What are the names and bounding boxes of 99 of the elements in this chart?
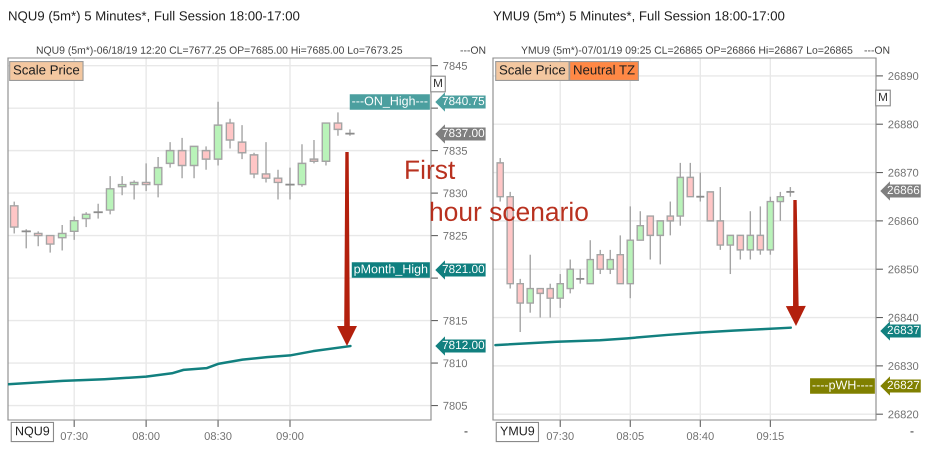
x-tick-label: 08:40 — [686, 432, 714, 440]
y-tick-label: 7835 — [443, 146, 468, 155]
candlestick — [756, 206, 764, 256]
candlestick — [106, 175, 115, 216]
candlestick — [82, 212, 91, 228]
chart-title: NQU9 (5m*) 5 Minutes*, Full Session 18:00-17:00 — [9, 10, 300, 24]
annotation: Scale Price — [500, 64, 566, 75]
y-tick-label: 26850 — [888, 265, 918, 274]
text: YMU9 (5m*)-07/01/19 09:25 CL=26865 OP=26866 Hi=26867 Lo=26865 — [521, 46, 852, 56]
annotation: hour scenario — [430, 202, 588, 222]
candlestick — [736, 234, 744, 260]
candlestick — [202, 146, 210, 170]
text: 7840.75 — [442, 96, 484, 106]
y-tick-label: 7815 — [443, 316, 468, 325]
y-tick-label: 7830 — [443, 189, 468, 198]
annotation: First — [406, 160, 456, 180]
candlestick — [546, 283, 554, 318]
candlestick — [10, 200, 19, 234]
candlestick — [238, 124, 246, 160]
text: NQU9 — [16, 426, 50, 438]
line-series — [8, 344, 352, 386]
y-tick-label: 26830 — [888, 362, 918, 370]
candlestick — [166, 141, 175, 168]
candlestick — [666, 200, 674, 236]
candlestick — [776, 191, 784, 222]
y-tick-label: 26820 — [888, 410, 918, 418]
y-tick-label: 7805 — [443, 402, 468, 410]
x-tick-label: 09:00 — [276, 432, 304, 440]
candlestick — [526, 254, 534, 314]
candlestick — [298, 144, 306, 188]
annotation: Scale Price — [14, 64, 80, 75]
text: NQU9 (5m*)-06/18/19 12:20 CL=7677.25 OP=7685.00 Hi=7685.00 Lo=7673.25 — [36, 46, 402, 56]
candlestick — [70, 216, 79, 241]
candlestick — [516, 278, 524, 333]
candlestick — [334, 112, 342, 136]
y-tick-label: 7825 — [443, 232, 468, 240]
y-tick-label: 26880 — [888, 120, 918, 128]
candlestick — [262, 141, 270, 184]
candlestick — [34, 230, 43, 247]
candlestick — [636, 210, 644, 241]
annotation: pMonth_High — [354, 264, 428, 276]
text: ---ON — [460, 46, 486, 54]
text: - — [464, 431, 468, 432]
candlestick — [576, 268, 584, 284]
y-tick-label: 26870 — [888, 168, 918, 177]
annotation: ---ON_High--- — [352, 96, 428, 108]
y-tick-label: 7845 — [443, 62, 468, 70]
candlestick — [566, 258, 574, 294]
candlestick — [596, 249, 604, 275]
candlestick — [786, 186, 794, 198]
text: 26837 — [888, 326, 920, 334]
candlestick — [656, 220, 664, 266]
candlestick — [726, 234, 734, 275]
candlestick — [190, 146, 198, 179]
annotation: ----pWH---- — [812, 380, 872, 392]
candlestick — [686, 162, 694, 198]
candlestick — [746, 210, 754, 260]
chart-title: YMU9 (5m*) 5 Minutes*, Full Session 18:00-17:00 — [493, 10, 784, 24]
candlestick — [556, 273, 564, 309]
x-tick-label: 09:15 — [756, 432, 784, 440]
y-tick-label: 26860 — [888, 217, 918, 226]
text: 26827 — [888, 380, 920, 390]
candlestick — [130, 180, 139, 200]
candlestick — [118, 175, 127, 196]
candlestick — [46, 234, 55, 254]
text: 7812.00 — [442, 340, 484, 350]
x-tick-label: 08:05 — [616, 432, 644, 440]
y-tick-label: 26840 — [888, 314, 918, 322]
candlestick — [250, 152, 258, 179]
text: 7837.00 — [442, 128, 484, 138]
line-series — [494, 326, 792, 346]
candlestick — [536, 288, 544, 318]
candlestick — [226, 118, 234, 150]
candlestick — [94, 203, 103, 220]
text: M — [434, 78, 442, 88]
annotation: Neutral TZ — [574, 64, 635, 75]
y-tick-label: 7810 — [443, 359, 468, 368]
candlestick — [274, 169, 282, 200]
x-tick-label: 08:00 — [132, 432, 160, 440]
text: 7821.00 — [442, 264, 484, 274]
candlestick — [22, 228, 31, 250]
text: 26866 — [888, 186, 920, 194]
candlestick — [142, 162, 151, 192]
candlestick — [58, 224, 67, 252]
x-tick-label: 07:30 — [60, 432, 88, 440]
candlestick — [310, 139, 318, 164]
candlestick — [285, 166, 295, 200]
candlestick — [606, 249, 614, 275]
y-tick-label: 26890 — [888, 72, 918, 80]
x-tick-label: 08:30 — [204, 432, 232, 440]
text: ---ON — [864, 46, 890, 54]
candlestick — [178, 137, 186, 179]
x-tick-label: 07:30 — [546, 432, 574, 440]
candlestick — [154, 156, 163, 198]
text: M — [879, 92, 887, 102]
candlestick — [696, 172, 704, 202]
text: YMU9 — [500, 426, 534, 436]
text: - — [910, 431, 914, 432]
candlestick — [646, 215, 654, 260]
